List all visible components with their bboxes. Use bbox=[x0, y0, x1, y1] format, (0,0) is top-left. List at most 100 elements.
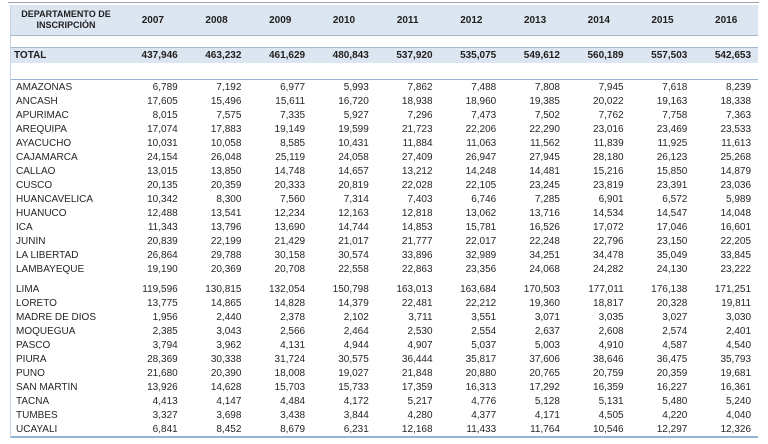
value-cell: 11,839 bbox=[593, 137, 624, 149]
value-cell: 6,746 bbox=[471, 193, 497, 205]
value-cell: 4,377 bbox=[471, 409, 497, 421]
department-name: CAJAMARCA bbox=[16, 151, 78, 163]
department-name: PUNO bbox=[16, 367, 45, 379]
value-cell: 3,962 bbox=[216, 339, 242, 351]
value-cell: 2,608 bbox=[598, 325, 624, 337]
total-value-cell: 560,189 bbox=[587, 50, 624, 61]
value-cell: 19,599 bbox=[338, 123, 369, 135]
value-cell: 15,733 bbox=[338, 381, 369, 393]
value-cell: 19,190 bbox=[147, 263, 178, 275]
value-cell: 23,036 bbox=[720, 179, 752, 191]
value-cell: 3,043 bbox=[216, 325, 242, 337]
value-cell: 25,119 bbox=[275, 151, 306, 163]
table-row: PASCO 3,794 3,962 4,131 4,944 4,907 5,037 5,003… bbox=[11, 338, 758, 352]
value-cell: 7,808 bbox=[534, 81, 560, 93]
value-cell: 22,105 bbox=[465, 179, 497, 191]
value-cell: 8,015 bbox=[152, 109, 178, 121]
value-cell: 8,452 bbox=[216, 423, 242, 435]
value-cell: 14,853 bbox=[401, 221, 433, 233]
table-row: CAJAMARCA 24,154 26,048 25,119 24,058 27,409 2… bbox=[11, 150, 758, 164]
value-cell: 18,008 bbox=[274, 367, 306, 379]
value-cell: 12,297 bbox=[656, 423, 688, 435]
department-name: UCAYALI bbox=[16, 423, 58, 435]
value-cell: 14,379 bbox=[338, 297, 369, 309]
value-cell: 22,205 bbox=[720, 235, 752, 247]
value-cell: 16,361 bbox=[720, 381, 752, 393]
value-cell: 7,575 bbox=[216, 109, 242, 121]
value-cell: 20,333 bbox=[274, 179, 306, 191]
value-cell: 2,637 bbox=[534, 325, 560, 337]
value-cell: 11,562 bbox=[530, 137, 560, 149]
department-name: APURÍMAC bbox=[16, 109, 69, 121]
value-cell: 4,505 bbox=[598, 409, 624, 421]
value-cell: 3,030 bbox=[726, 311, 752, 323]
value-cell: 26,123 bbox=[656, 151, 688, 163]
value-cell: 22,863 bbox=[401, 263, 433, 275]
value-cell: 30,575 bbox=[338, 353, 369, 365]
value-cell: 26,947 bbox=[465, 151, 497, 163]
year-header: 2009 bbox=[269, 14, 292, 26]
value-cell: 15,781 bbox=[465, 221, 497, 233]
value-cell: 38,646 bbox=[593, 353, 624, 365]
department-name: MOQUEGUA bbox=[16, 325, 76, 337]
department-name: HUÁNUCO bbox=[16, 207, 67, 219]
value-cell: 8,239 bbox=[726, 81, 752, 93]
value-cell: 20,359 bbox=[656, 367, 688, 379]
value-cell: 11,884 bbox=[402, 137, 433, 149]
value-cell: 7,314 bbox=[343, 193, 369, 205]
value-cell: 2,530 bbox=[407, 325, 433, 337]
value-cell: 5,480 bbox=[662, 395, 688, 407]
value-cell: 22,199 bbox=[210, 235, 242, 247]
value-cell: 7,403 bbox=[407, 193, 433, 205]
value-cell: 12,488 bbox=[147, 207, 178, 219]
value-cell: 14,048 bbox=[720, 207, 752, 219]
value-cell: 6,789 bbox=[152, 81, 178, 93]
value-cell: 21,723 bbox=[401, 123, 433, 135]
table-body: AMAZONAS 6,789 7,192 6,977 5,993 7,862 7,488 7,… bbox=[11, 79, 758, 438]
value-cell: 4,171 bbox=[534, 409, 560, 421]
value-cell: 5,993 bbox=[343, 81, 369, 93]
value-cell: 24,154 bbox=[147, 151, 178, 163]
value-cell: 4,172 bbox=[343, 395, 369, 407]
value-cell: 23,819 bbox=[593, 179, 624, 191]
value-cell: 22,212 bbox=[465, 297, 497, 309]
value-cell: 10,431 bbox=[338, 137, 369, 149]
value-cell: 16,601 bbox=[720, 221, 752, 233]
value-cell: 20,369 bbox=[210, 263, 242, 275]
department-name: AYACUCHO bbox=[16, 137, 72, 149]
value-cell: 20,022 bbox=[593, 95, 624, 107]
value-cell: 27,945 bbox=[529, 151, 560, 163]
value-cell: 2,554 bbox=[471, 325, 497, 337]
value-cell: 14,248 bbox=[465, 165, 497, 177]
value-cell: 3,438 bbox=[280, 409, 306, 421]
value-cell: 18,338 bbox=[720, 95, 752, 107]
department-name: TUMBES bbox=[16, 409, 58, 421]
value-cell: 7,502 bbox=[534, 109, 560, 121]
value-cell: 177,011 bbox=[588, 283, 624, 295]
value-cell: 8,679 bbox=[280, 423, 306, 435]
table-row: CALLAO 13,015 13,850 14,748 14,657 13,212 14,2… bbox=[11, 164, 758, 178]
value-cell: 7,488 bbox=[471, 81, 497, 93]
year-header: 2008 bbox=[205, 14, 228, 26]
department-name: CUSCO bbox=[16, 179, 53, 191]
value-cell: 22,028 bbox=[401, 179, 433, 191]
value-cell: 11,613 bbox=[721, 137, 752, 149]
year-header: 2014 bbox=[587, 14, 610, 26]
year-header: 2007 bbox=[141, 14, 164, 26]
table-row: TUMBES 3,327 3,698 3,438 3,844 4,280 4,377 4,17… bbox=[11, 408, 758, 422]
table-row: CUSCO 20,135 20,359 20,333 20,819 22,028 22,10… bbox=[11, 178, 758, 192]
value-cell: 33,845 bbox=[720, 249, 752, 261]
value-cell: 163,684 bbox=[460, 283, 497, 295]
value-cell: 13,541 bbox=[210, 207, 242, 219]
value-cell: 34,251 bbox=[529, 249, 560, 261]
value-cell: 10,342 bbox=[147, 193, 178, 205]
value-cell: 12,818 bbox=[401, 207, 433, 219]
value-cell: 4,147 bbox=[216, 395, 242, 407]
department-name: LORETO bbox=[16, 297, 57, 309]
value-cell: 18,817 bbox=[593, 297, 624, 309]
value-cell: 26,864 bbox=[147, 249, 178, 261]
value-cell: 18,960 bbox=[465, 95, 497, 107]
value-cell: 3,698 bbox=[216, 409, 242, 421]
value-cell: 5,989 bbox=[726, 193, 752, 205]
total-value-cell: 537,920 bbox=[396, 50, 433, 61]
